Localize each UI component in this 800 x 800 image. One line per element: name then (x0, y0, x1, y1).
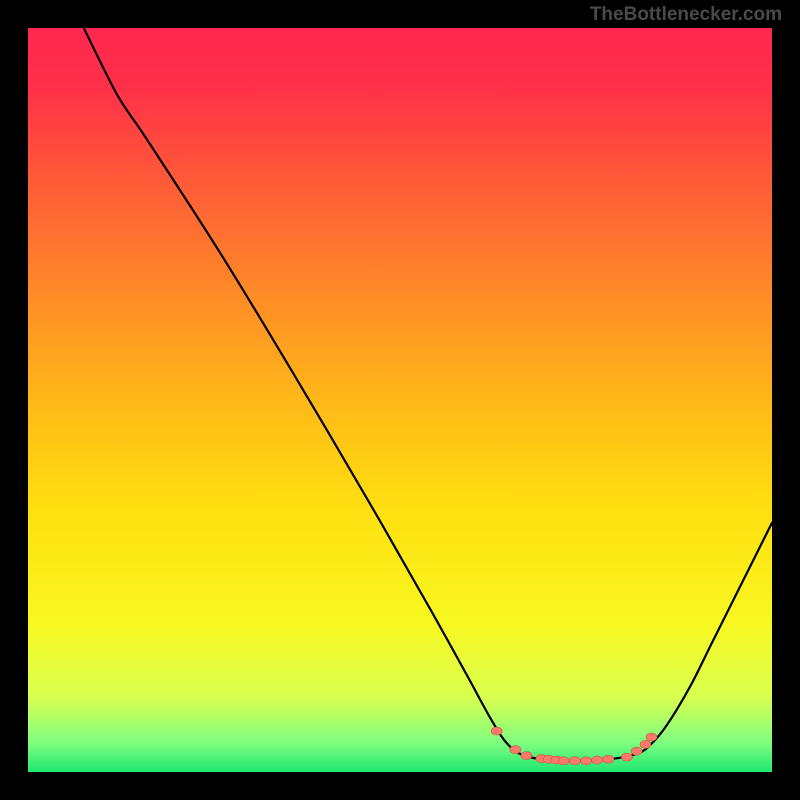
watermark-text: TheBottlenecker.com (590, 4, 782, 26)
optimum-marker (569, 757, 580, 765)
optimum-marker (558, 757, 569, 765)
optimum-marker (646, 733, 657, 741)
optimum-marker (592, 756, 603, 764)
optimum-marker (631, 747, 642, 755)
optimum-marker (581, 757, 592, 765)
optimum-marker (510, 746, 521, 754)
optimum-marker (621, 753, 632, 761)
optimum-marker (640, 740, 651, 748)
optimum-marker (521, 752, 532, 760)
chart-svg (28, 28, 772, 772)
optimum-marker (603, 755, 614, 763)
gradient-background (28, 28, 772, 772)
chart-container (28, 28, 772, 772)
optimum-marker (491, 727, 502, 735)
